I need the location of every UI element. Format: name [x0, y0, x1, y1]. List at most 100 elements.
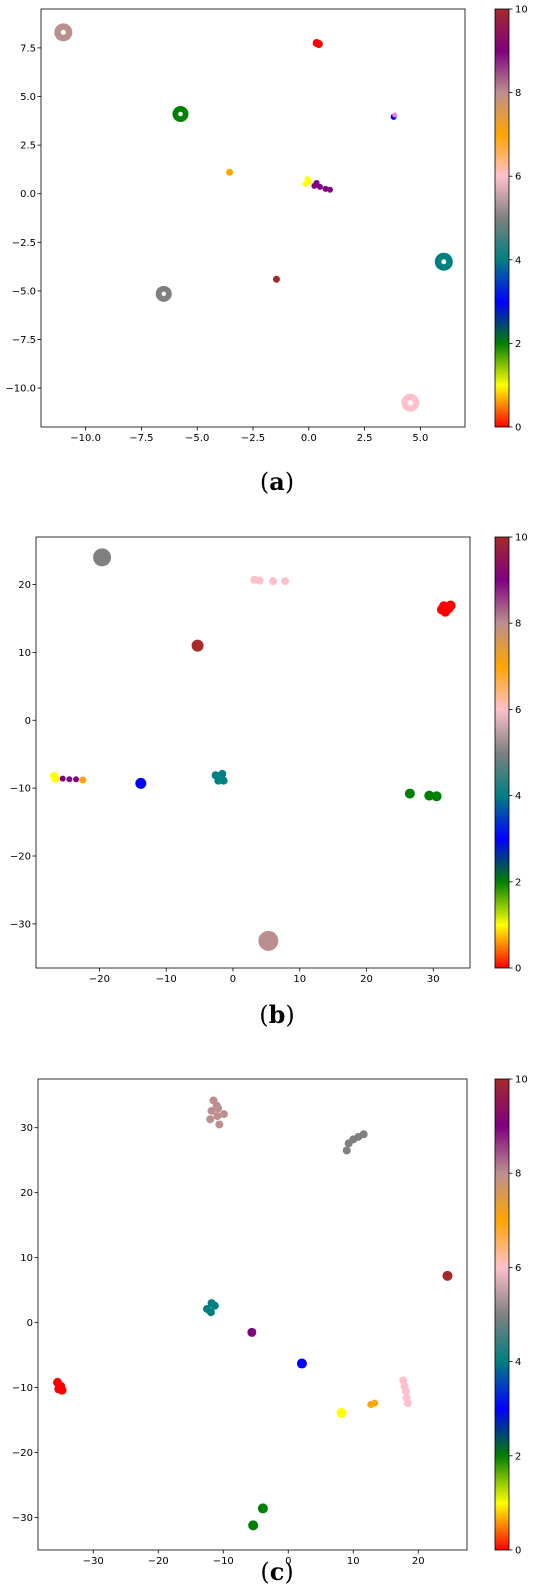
scatter-point-class-5 [342, 1146, 351, 1155]
scatter-point-class-8 [215, 1120, 224, 1129]
colorbar-tick-label: 10 [515, 1075, 528, 1086]
colorbar [494, 1078, 510, 1551]
scatter-point-hole [441, 259, 447, 265]
scatter-point-class-10 [272, 275, 280, 283]
scatter-point-class-9 [316, 183, 323, 190]
y-tick-label: −5.0 [12, 286, 36, 297]
scatter-point-class-4 [219, 776, 228, 785]
scatter-point-class-0 [314, 39, 323, 48]
x-tick-label: −30 [83, 1556, 104, 1567]
colorbar-tick-label: 8 [515, 1169, 521, 1180]
scatter-point-class-4 [210, 1301, 219, 1310]
scatter-point-class-2 [257, 1503, 268, 1514]
y-tick-label: 30 [20, 1123, 33, 1134]
x-tick-label: −7.5 [129, 433, 153, 444]
y-tick-label: −7.5 [12, 335, 36, 346]
scatter-point-class-6 [401, 1387, 410, 1396]
scatter-point-class-3b [392, 112, 398, 118]
scatter-point-class-9 [59, 775, 66, 782]
chart-panel-c: −30 −20 −10 0 10 20 30 20 10 0 −10 −20 −30 0 2 4 6 8 10 (c) [12, 1075, 528, 1587]
x-tick-label: 0 [285, 1556, 291, 1567]
scatter-point-class-2 [424, 790, 435, 801]
scatter-point-class-9 [322, 185, 329, 192]
y-tick-label: −10.0 [5, 384, 36, 395]
scatter-points [53, 1096, 453, 1531]
colorbar-tick-label: 6 [515, 1263, 521, 1274]
y-tick-label: 20 [20, 1188, 33, 1199]
scatter-point-class-8 [207, 1106, 216, 1115]
panel-label-close: ) [285, 468, 294, 496]
y-tick-label: 2.5 [20, 141, 36, 152]
x-tick-label: −20 [148, 1556, 169, 1567]
scatter-point-class-3 [135, 777, 147, 789]
plot-area [37, 1078, 468, 1551]
y-tick-label: 0 [25, 716, 31, 727]
colorbar-tick-label: 8 [515, 88, 521, 99]
scatter-point-class-6 [269, 577, 278, 586]
x-tick-label: 10 [293, 974, 306, 985]
colorbar-tick-label: 2 [515, 339, 521, 350]
scatter-point-class-10 [191, 639, 204, 652]
x-tick-label: 0.0 [301, 433, 317, 444]
x-tick-label: −10.0 [70, 433, 101, 444]
scatter-point-class-5 [93, 548, 112, 567]
x-tick-label: 20 [412, 1556, 425, 1567]
colorbar-tick-label: 10 [515, 533, 528, 544]
y-tick-label: −20 [10, 852, 31, 863]
y-tick-label: −30 [12, 1513, 33, 1524]
panel-label-close: ) [284, 1558, 293, 1586]
plot-area [40, 8, 466, 428]
x-tick-label: 20 [360, 974, 373, 985]
plot-area [35, 536, 471, 969]
y-tick-label: 7.5 [20, 43, 36, 54]
scatter-point-class-3 [296, 1358, 307, 1369]
chart-panel-a: −10.0 −7.5 −5.0 −2.5 0.0 2.5 5.0 7.5 5.0 2.5 0.0 −2… [5, 5, 527, 497]
scatter-points [54, 23, 453, 412]
x-tick-label: 10 [347, 1556, 360, 1567]
x-tick-label: −2.5 [241, 433, 265, 444]
scatter-point-class-2 [431, 791, 442, 802]
scatter-point-hole [407, 400, 413, 406]
y-tick-label: −10 [12, 1383, 33, 1394]
scatter-points [50, 548, 456, 951]
scatter-point-class-8 [206, 1115, 215, 1124]
x-tick-label: −5.0 [185, 433, 209, 444]
colorbar-tick-label: 4 [515, 791, 521, 802]
scatter-point-class-7 [226, 168, 234, 176]
scatter-point-hole [60, 29, 66, 35]
colorbar-tick-label: 0 [515, 423, 521, 434]
scatter-point-hole [161, 291, 166, 297]
scatter-point-class-5 [359, 1130, 368, 1139]
colorbar-tick-label: 0 [515, 964, 521, 975]
colorbar-tick-label: 2 [515, 1451, 521, 1462]
panel-label-open: ( [259, 1001, 268, 1029]
x-tick-label: 30 [427, 974, 440, 985]
panel-label-open: ( [260, 468, 269, 496]
scatter-point-class-9 [313, 180, 320, 187]
y-tick-label: −30 [10, 919, 31, 930]
panel-label-letter: c [270, 1557, 285, 1586]
scatter-point-class-6 [403, 1399, 412, 1408]
panel-label: (c) [260, 1557, 293, 1586]
panel-label: (b) [259, 1000, 295, 1029]
scatter-point-class-6 [250, 575, 259, 584]
y-tick-label: 10 [20, 1253, 33, 1264]
panel-label: (a) [260, 467, 294, 496]
y-tick-label: 5.0 [20, 92, 36, 103]
colorbar [494, 536, 510, 969]
y-tick-label: 20 [18, 580, 31, 591]
x-tick-label: 2.5 [357, 433, 373, 444]
scatter-point-class-8 [214, 1104, 223, 1113]
colorbar-tick-label: 4 [515, 1357, 521, 1368]
colorbar [494, 8, 510, 428]
colorbar-tick-label: 8 [515, 619, 521, 630]
y-tick-label: 0.0 [20, 189, 36, 200]
scatter-point-class-8 [219, 1110, 228, 1119]
scatter-point-class-7 [79, 776, 87, 784]
scatter-point-class-1 [51, 774, 60, 783]
y-tick-label: −2.5 [12, 238, 36, 249]
scatter-point-class-9 [73, 776, 80, 783]
scatter-point-class-0 [445, 600, 456, 611]
x-tick-label: −10 [213, 1556, 234, 1567]
scatter-point-class-8 [213, 1112, 222, 1121]
